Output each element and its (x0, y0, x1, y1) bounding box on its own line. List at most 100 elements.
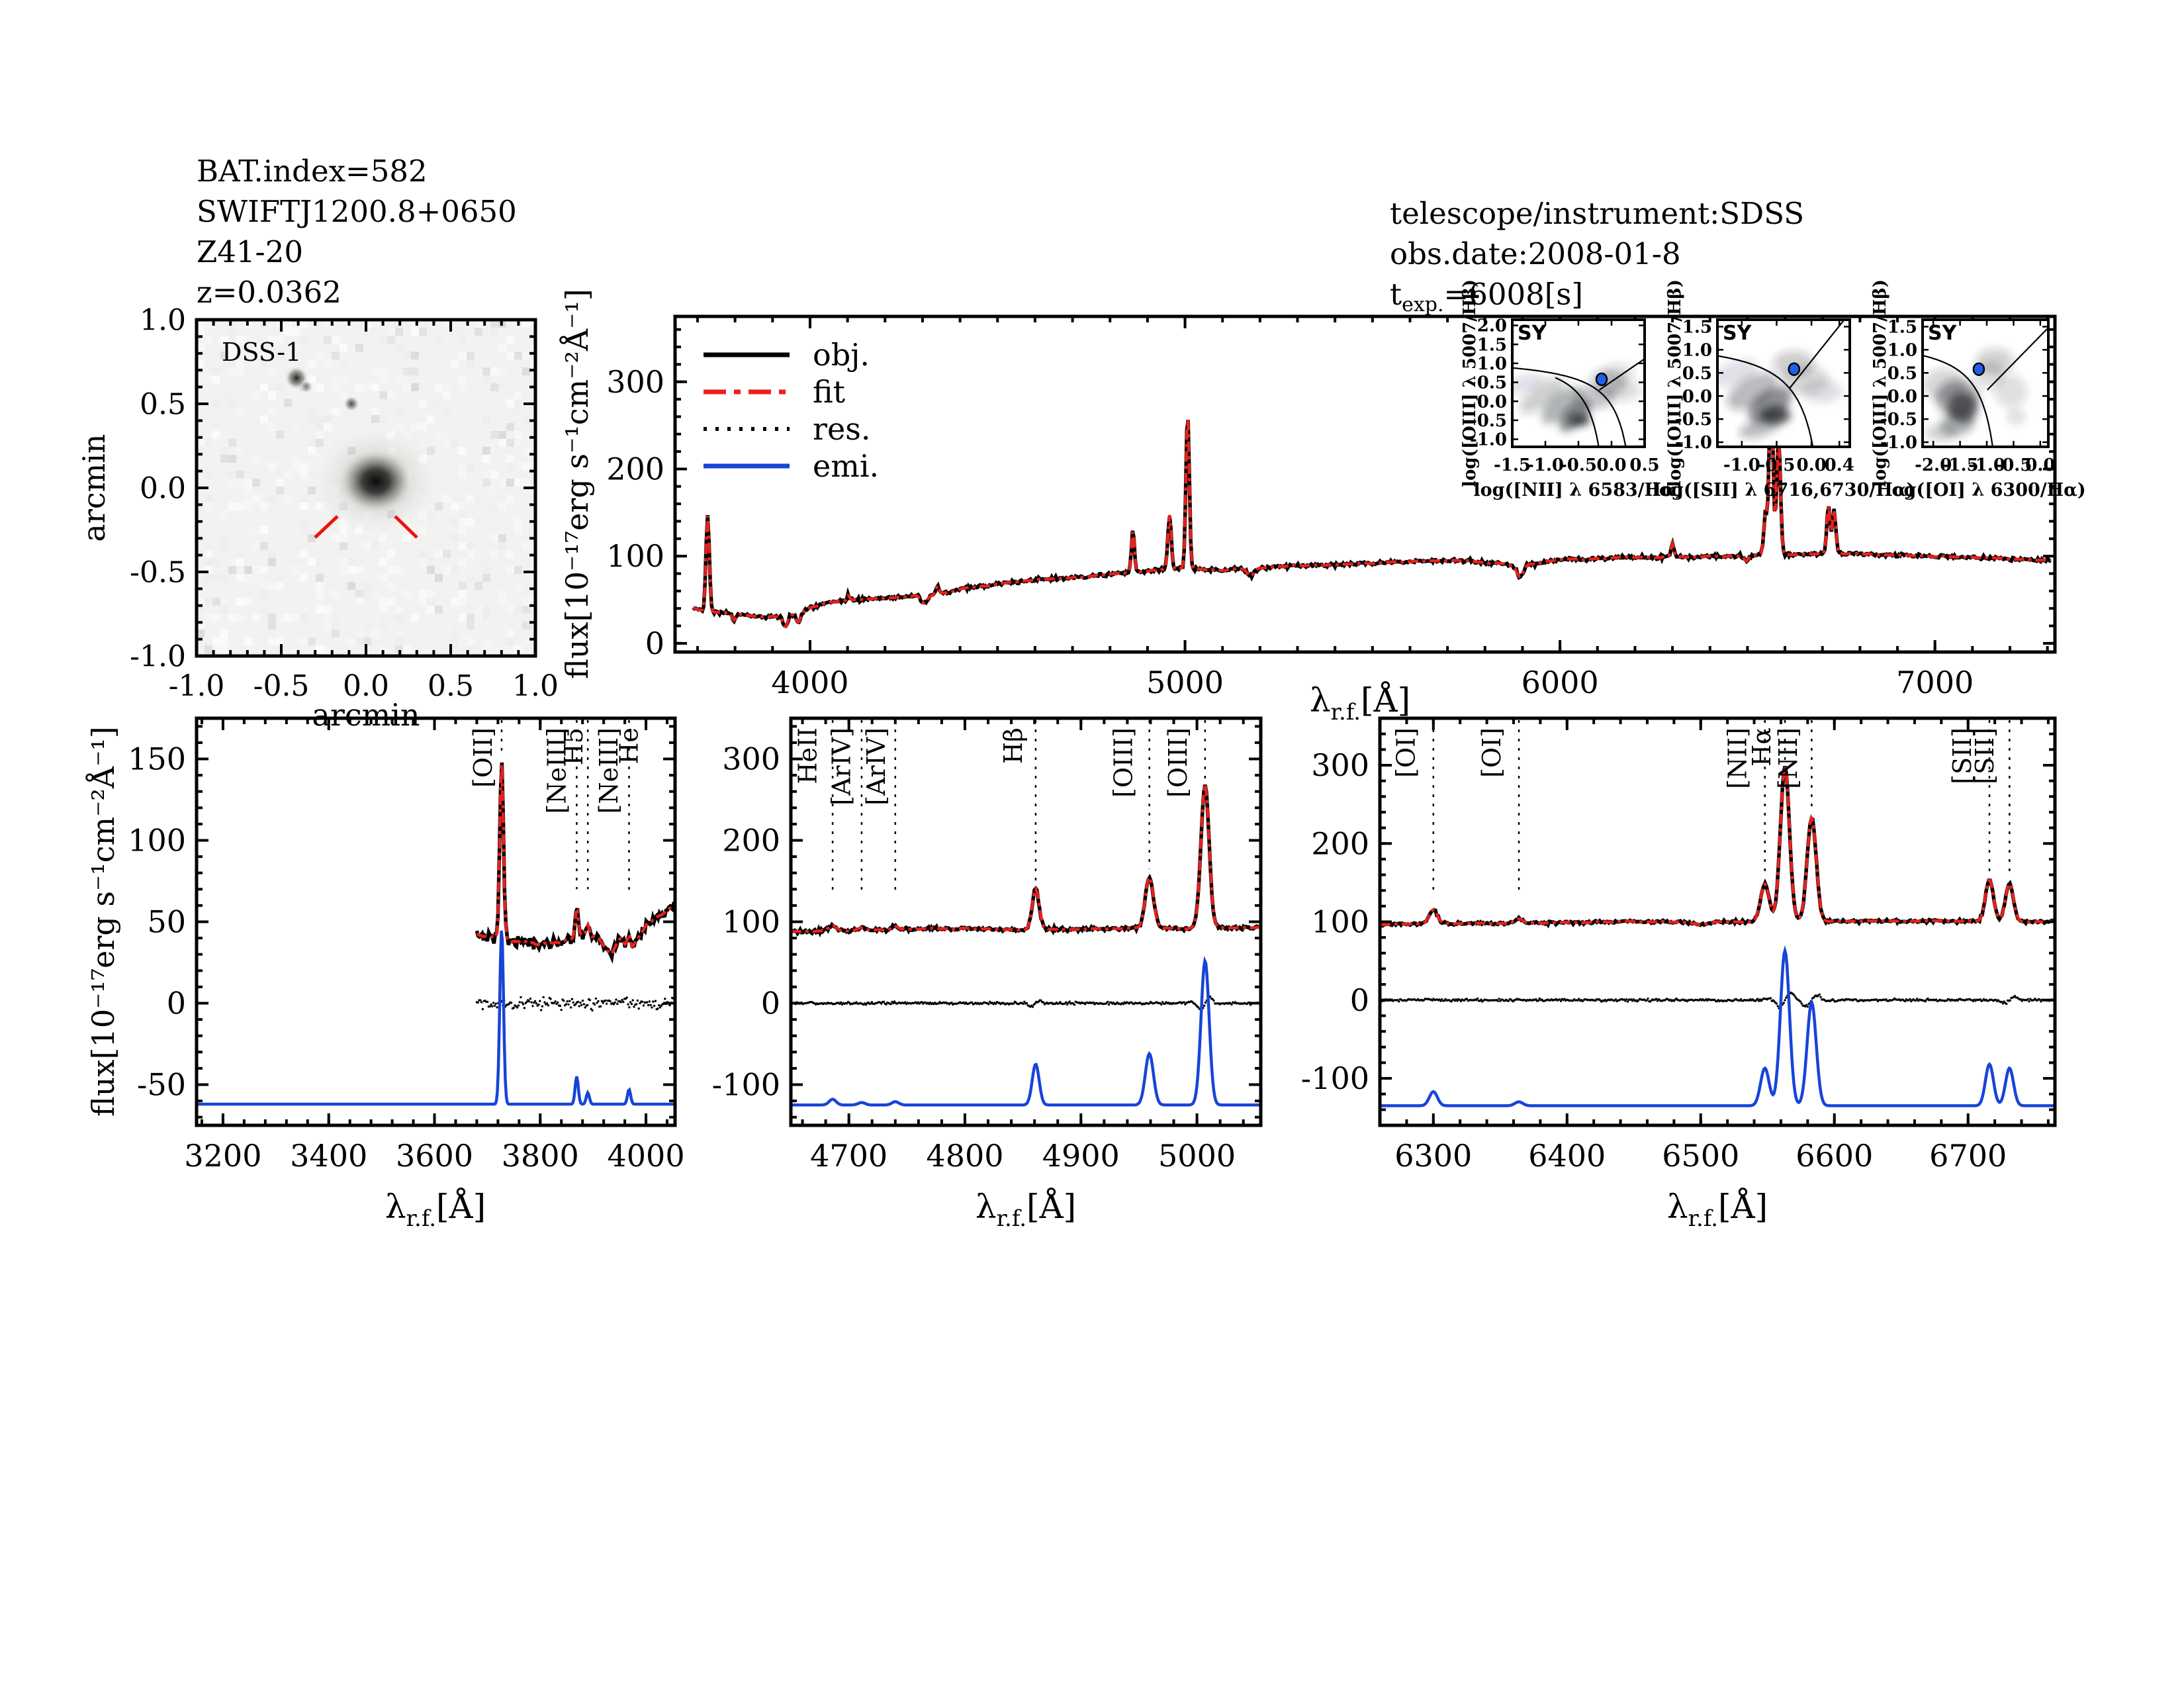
emi-curve (1380, 945, 2055, 1107)
noise-pixel (205, 645, 212, 653)
noise-pixel (363, 359, 371, 367)
noise-pixel (268, 383, 276, 391)
y-tick-label: 0.5 (1888, 363, 1917, 383)
residual-dot (1040, 999, 1042, 1002)
noise-pixel (506, 606, 514, 614)
y-tick-label: -0.5 (1470, 411, 1507, 431)
noise-pixel (482, 471, 490, 479)
x-tick-label: 4900 (1042, 1138, 1120, 1174)
noise-pixel (300, 518, 308, 526)
residual-dot (576, 1000, 580, 1004)
residual-dot (615, 998, 617, 1001)
noise-pixel (387, 328, 395, 336)
residual-dot (1031, 1006, 1034, 1008)
noise-pixel (482, 447, 490, 455)
noise-pixel (395, 614, 403, 622)
noise-pixel (205, 320, 212, 328)
noise-pixel (220, 352, 228, 359)
noise-pixel (228, 344, 236, 352)
noise-pixel (459, 320, 467, 328)
noise-pixel (475, 494, 482, 502)
y-tick-label: 150 (128, 741, 186, 777)
noise-pixel (332, 630, 340, 637)
noise-pixel (205, 614, 212, 622)
y-tick-label: 0 (167, 986, 186, 1021)
noise-pixel (506, 423, 514, 431)
noise-pixel (514, 582, 522, 590)
y-tick-label: 1.0 (140, 303, 186, 337)
line-label: [SII] (1970, 727, 1999, 784)
noise-pixel (268, 336, 276, 344)
residual-dot (604, 999, 607, 1002)
line-label: [OI] (1477, 727, 1506, 778)
noise-pixel (355, 598, 363, 606)
noise-pixel (244, 630, 252, 637)
agn-data-point (1972, 362, 1985, 376)
residual-dot (1776, 1005, 1779, 1008)
noise-pixel (244, 487, 252, 494)
residual-dot (657, 1008, 659, 1010)
residual-dot (1203, 1004, 1206, 1007)
residual-dot (648, 1000, 651, 1003)
noise-pixel (403, 534, 411, 542)
noise-pixel (451, 328, 459, 336)
panel-border (673, 314, 2057, 654)
noise-pixel (403, 645, 411, 653)
noise-pixel (522, 542, 530, 550)
residual-dot (1626, 1000, 1629, 1003)
residual-dot (636, 999, 639, 1002)
noise-pixel (197, 328, 205, 336)
residual-dot (1625, 998, 1628, 1001)
noise-pixel (332, 375, 340, 383)
x-tick-label: 0.0 (1596, 455, 1626, 475)
noise-pixel (419, 526, 427, 534)
noise-pixel (332, 534, 340, 542)
noise-pixel (395, 566, 403, 574)
noise-pixel (308, 558, 316, 566)
noise-pixel (490, 431, 498, 439)
noise-pixel (498, 439, 506, 447)
dss-panel: -1.0 -0.5 0.0 0.5 1.0 -1.0 -0.5 0.0 0.5 1.0 DSS-1… (76, 303, 559, 733)
noise-pixel (443, 606, 451, 614)
y-tick-label: 0.0 (1682, 387, 1712, 406)
noise-pixel (244, 367, 252, 375)
noise-pixel (276, 630, 284, 637)
noise-pixel (300, 637, 308, 645)
noise-pixel (205, 558, 212, 566)
x-tick-label: 7000 (1896, 665, 1974, 700)
noise-pixel (482, 479, 490, 487)
noise-pixel (340, 375, 347, 383)
noise-pixel (506, 463, 514, 471)
residual-dots (475, 996, 675, 1012)
noise-pixel (443, 550, 451, 558)
noise-pixel (443, 494, 451, 502)
residual-dot (1916, 998, 1919, 1000)
residual-dot (1107, 1000, 1109, 1004)
noise-pixel (363, 622, 371, 630)
noise-pixel (324, 399, 332, 407)
noise-pixel (435, 582, 443, 590)
noise-pixel (228, 359, 236, 367)
residual-dot (651, 1006, 653, 1009)
noise-pixel (212, 431, 220, 439)
line-label: [OI] (1392, 727, 1421, 778)
noise-pixel (419, 399, 427, 407)
residual-dot (563, 1000, 565, 1002)
residual-dot (530, 1001, 533, 1004)
noise-pixel (482, 352, 490, 359)
noise-pixel (197, 590, 205, 598)
residual-dot (889, 1003, 892, 1006)
noise-pixel (522, 598, 530, 606)
noise-pixel (419, 598, 427, 606)
noise-pixel (197, 630, 205, 637)
classification-curves (1512, 358, 1645, 447)
residual-dot (994, 1002, 997, 1006)
noise-pixel (482, 614, 490, 622)
noise-pixel (212, 494, 220, 502)
noise-pixel (387, 598, 395, 606)
residual-dot (1647, 997, 1649, 1000)
noise-pixel (340, 566, 347, 574)
noise-pixel (347, 415, 355, 423)
residual-dot (1904, 1000, 1907, 1003)
